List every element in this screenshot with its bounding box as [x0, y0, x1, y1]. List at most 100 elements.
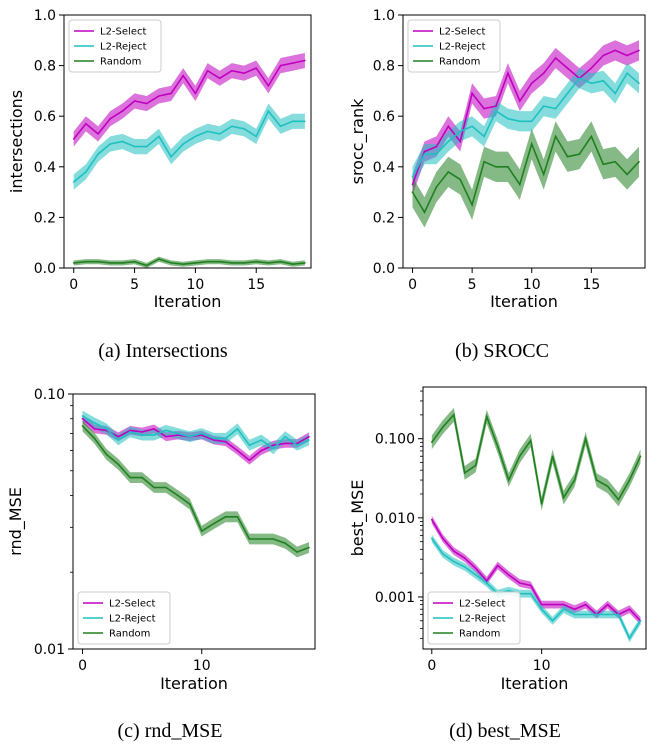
data-point — [170, 155, 172, 158]
data-point — [93, 422, 96, 424]
data-point — [507, 166, 509, 168]
data-point — [224, 440, 227, 443]
data-point — [121, 140, 124, 143]
data-point — [255, 67, 257, 69]
data-point — [97, 153, 99, 155]
data-point — [518, 582, 521, 584]
data-point — [474, 464, 477, 467]
data-point — [218, 133, 221, 135]
data-point — [224, 516, 227, 518]
data-point — [453, 560, 455, 563]
x-tick-label: 0 — [408, 277, 417, 293]
data-point — [590, 82, 593, 85]
data-point — [617, 613, 620, 616]
data-point — [117, 463, 120, 466]
series-line-l2-reject — [82, 415, 310, 450]
data-point — [236, 449, 239, 452]
data-point — [194, 92, 197, 95]
data-point — [554, 57, 557, 59]
y-tick-label: 0.010 — [375, 511, 415, 527]
data-point — [483, 160, 485, 163]
data-point — [145, 264, 148, 267]
data-point — [170, 262, 172, 264]
x-tick-label: 5 — [468, 277, 477, 293]
data-point — [529, 439, 532, 442]
data-point — [109, 262, 111, 264]
data-point — [291, 120, 294, 123]
data-point — [255, 260, 257, 263]
data-point — [304, 59, 306, 62]
y-tick-label: 0.2 — [373, 210, 395, 226]
data-point — [562, 608, 565, 610]
x-axis-label: Iteration — [501, 674, 569, 693]
data-point — [177, 432, 179, 435]
x-tick-label: 10 — [186, 277, 204, 293]
data-point — [206, 130, 209, 133]
data-point — [308, 439, 310, 441]
data-point — [584, 613, 587, 616]
y-tick-label: 0.8 — [34, 59, 56, 75]
data-point — [530, 120, 533, 123]
chart-panel-1: 0 5 10 15 0.0 0.2 0.4 0.6 0.8 1.0 Iteration srocc_r… — [348, 8, 646, 362]
data-point — [158, 258, 160, 260]
data-point — [447, 140, 450, 143]
data-point — [495, 110, 497, 112]
data-point — [291, 62, 294, 64]
legend-box — [77, 591, 171, 645]
data-point — [507, 72, 509, 74]
y-tick-label: 0.0 — [34, 261, 56, 277]
band-random — [431, 408, 641, 511]
y-tick-label: 0.0 — [373, 261, 395, 277]
data-point — [578, 153, 581, 155]
chart-panel-2: 0 10 0.01 0.10 Iteration rnd_MSE L2-Select L2-R… — [6, 387, 316, 742]
data-point — [267, 262, 270, 264]
legend-box — [407, 19, 501, 73]
data-point — [485, 580, 488, 582]
data-point — [272, 444, 275, 447]
legend-label: Random — [459, 629, 500, 640]
plot-area — [81, 410, 310, 558]
data-point — [606, 603, 609, 606]
data-point — [474, 567, 477, 570]
y-tick-label: 0.100 — [375, 432, 415, 448]
data-point — [133, 100, 136, 102]
legend-label: L2-Select — [459, 599, 505, 610]
data-point — [411, 176, 414, 178]
data-point — [459, 178, 462, 181]
series-line-l2-reject — [411, 71, 640, 178]
data-point — [133, 145, 136, 148]
data-point — [231, 262, 233, 264]
axes-frame — [63, 14, 312, 269]
data-point — [129, 429, 131, 432]
data-point — [496, 445, 499, 448]
legend: L2-Select L2-Reject Random — [68, 19, 162, 73]
data-point — [530, 143, 533, 145]
data-point — [638, 160, 640, 163]
series-line-l2-select — [73, 59, 306, 140]
data-point — [638, 49, 640, 52]
data-point — [236, 428, 239, 430]
x-tick-label: 15 — [582, 277, 600, 293]
data-point — [463, 472, 466, 474]
band-random — [73, 256, 305, 268]
data-point — [177, 494, 179, 497]
x-tick-label: 0 — [69, 277, 78, 293]
data-point — [411, 191, 414, 193]
data-point — [471, 92, 473, 95]
data-point — [602, 80, 605, 82]
data-point — [200, 434, 203, 436]
data-point — [519, 100, 521, 102]
data-point — [129, 476, 131, 479]
y-tick-label: 0.4 — [373, 160, 395, 176]
data-point — [121, 262, 124, 264]
data-point — [248, 459, 251, 462]
data-point — [284, 435, 287, 438]
y-axis-label: srocc_rank — [348, 98, 368, 184]
data-point — [72, 181, 75, 183]
data-point — [291, 263, 294, 266]
data-point — [141, 476, 143, 479]
data-point — [109, 117, 111, 120]
data-point — [200, 530, 203, 532]
data-point — [423, 211, 426, 214]
data-point — [606, 485, 609, 488]
